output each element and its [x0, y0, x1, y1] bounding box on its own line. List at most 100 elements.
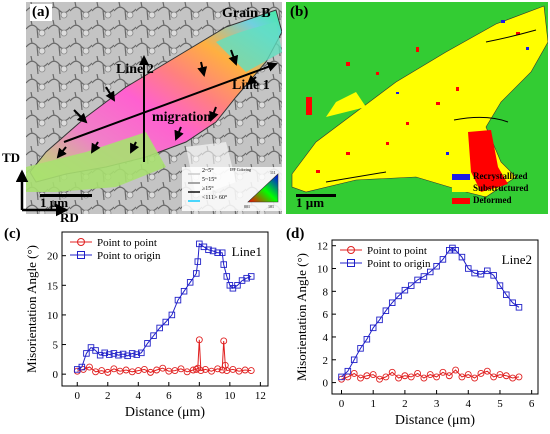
- panel-letter: (d): [286, 226, 304, 242]
- data-point: [376, 316, 383, 324]
- data-point: [382, 373, 390, 381]
- data-point: [144, 340, 151, 347]
- panel-b-scale-label: 1 µm: [296, 195, 325, 210]
- chart-annotation: Line2: [502, 252, 532, 267]
- panel-a-overlay: [56, 49, 282, 211]
- data-point: [223, 273, 231, 280]
- data-point: [150, 332, 157, 339]
- data-point: [186, 279, 194, 286]
- data-point: [218, 366, 226, 374]
- y-tick-label: 0: [53, 369, 59, 381]
- data-point: [452, 366, 460, 374]
- panel-a-scale-bar: [40, 194, 92, 197]
- boundary-legend-lines: [188, 173, 200, 202]
- data-point: [433, 262, 440, 270]
- y-tick-label: 2: [323, 355, 329, 367]
- x-tick-label: 2: [105, 390, 111, 402]
- x-tick-label: 8: [197, 390, 203, 402]
- data-point: [414, 370, 422, 377]
- y-axis-label: Misorientation Angle (°): [24, 245, 39, 373]
- substructured-swatch: [452, 185, 470, 192]
- data-point: [147, 368, 154, 376]
- data-point: [208, 367, 215, 375]
- data-point: [229, 365, 237, 373]
- data-point: [140, 365, 148, 373]
- data-point: [159, 364, 167, 372]
- x-tick-label: 1: [370, 398, 376, 410]
- ipf-corner-001: 001: [244, 204, 250, 209]
- data-point: [350, 356, 358, 364]
- data-point: [209, 247, 217, 255]
- y-tick-label: 12: [317, 241, 328, 253]
- data-point: [171, 367, 179, 375]
- data-point: [452, 247, 459, 254]
- x-tick-label: 5: [497, 398, 503, 410]
- data-point: [515, 304, 523, 311]
- data-point: [388, 368, 396, 376]
- ipf-corner-101: 101: [268, 204, 274, 209]
- data-point: [439, 368, 447, 376]
- panel-b-letter: (b): [290, 4, 309, 20]
- axis-rd-label: RD: [60, 210, 79, 225]
- data-point: [247, 367, 255, 375]
- data-point: [344, 367, 352, 375]
- data-point: [509, 299, 516, 306]
- data-point: [193, 270, 200, 277]
- legend-label: Point to origin: [97, 250, 161, 262]
- td-rd-axes: [15, 169, 69, 217]
- data-point: [183, 368, 191, 376]
- x-tick-label: 12: [255, 390, 266, 402]
- data-point: [197, 367, 205, 375]
- data-point: [214, 249, 221, 256]
- x-tick-label: 4: [136, 390, 142, 402]
- legend-label: Point to point: [367, 245, 427, 257]
- data-point: [496, 282, 504, 289]
- data-point: [201, 365, 209, 373]
- panel-a-scale-label: 1 µm: [40, 195, 69, 210]
- line-1-arrow: [63, 62, 278, 143]
- chart-c-line1: (c) 0 2 4 6 8 10 12 0 5 10 15 20 Distance (μm) Misorie…: [4, 226, 269, 420]
- data-point: [122, 366, 130, 374]
- data-point: [168, 311, 176, 319]
- data-point: [458, 373, 466, 381]
- data-point: [104, 368, 112, 376]
- legend-substructured: Substructured: [452, 182, 528, 194]
- data-point: [192, 365, 200, 373]
- y-tick-label: 20: [47, 251, 59, 263]
- data-point: [162, 318, 170, 326]
- legend-marker: [77, 251, 85, 259]
- data-point: [220, 337, 228, 345]
- data-point: [180, 287, 188, 295]
- legend-2-5: 2~5°: [202, 168, 214, 174]
- data-point: [156, 324, 163, 332]
- data-point: [465, 265, 472, 272]
- data-point: [78, 363, 86, 371]
- line-2-label: Line 2: [116, 62, 154, 77]
- x-tick-label: 0: [339, 398, 345, 410]
- data-point: [502, 372, 510, 380]
- data-point: [420, 273, 428, 280]
- data-point: [115, 351, 122, 359]
- legend-5-15: 5~15°: [202, 177, 217, 183]
- panel-a-letter: (a): [30, 4, 52, 21]
- recrystallized-swatch: [452, 173, 470, 180]
- migration-arrows: [56, 49, 258, 159]
- data-point: [218, 249, 226, 256]
- panel-b-scale-bar: [296, 194, 336, 197]
- legend-recrystallized: Recrystallized: [452, 170, 528, 182]
- y-tick-label: 5: [53, 340, 59, 352]
- data-point: [496, 371, 504, 379]
- data-point: [195, 336, 203, 344]
- data-point: [174, 296, 182, 304]
- data-point: [490, 272, 497, 279]
- data-point: [357, 374, 364, 382]
- x-tick-label: 6: [166, 390, 172, 402]
- data-point: [471, 269, 478, 277]
- x-tick-label: 3: [434, 398, 440, 410]
- boundary-legend-labels: 2~5° 5~15° ≥15° <111> 60°: [202, 167, 227, 203]
- data-point: [128, 350, 136, 357]
- data-point: [106, 351, 113, 358]
- y-tick-label: 4: [323, 332, 329, 344]
- data-point: [83, 350, 90, 357]
